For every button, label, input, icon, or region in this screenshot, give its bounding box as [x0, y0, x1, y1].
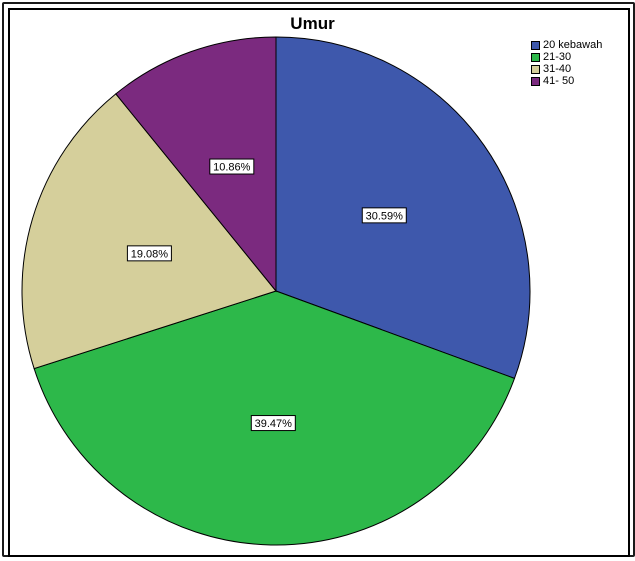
- chart-title: Umur: [290, 14, 335, 33]
- svg-text:30.59%: 30.59%: [366, 210, 404, 222]
- legend-item-41-50: 41- 50: [531, 75, 602, 87]
- legend-swatch: [531, 64, 540, 74]
- legend: 20 kebawah 21-30 31-40 41- 50: [531, 39, 602, 87]
- pie-slice-31-40: [21, 93, 277, 370]
- slice-data-label: 30.59%: [361, 207, 407, 224]
- legend-label: 21-30: [543, 51, 572, 63]
- legend-swatch: [531, 40, 540, 50]
- legend-item-21-30: 21-30: [531, 51, 602, 63]
- slice-data-label: 39.47%: [250, 415, 296, 432]
- svg-text:39.47%: 39.47%: [255, 418, 293, 430]
- svg-text:10.86%: 10.86%: [213, 162, 251, 174]
- slice-data-label: 10.86%: [209, 158, 255, 175]
- legend-swatch: [531, 76, 540, 86]
- legend-label: 31-40: [543, 63, 572, 75]
- legend-label: 20 kebawah: [543, 39, 603, 51]
- slice-data-label: 19.08%: [126, 245, 172, 262]
- svg-text:19.08%: 19.08%: [131, 248, 169, 260]
- legend-label: 41- 50: [543, 75, 575, 87]
- legend-item-20-kebawah: 20 kebawah: [531, 39, 602, 51]
- legend-swatch: [531, 52, 540, 62]
- pie-slice-41-50: [115, 36, 277, 293]
- legend-item-31-40: 31-40: [531, 63, 602, 75]
